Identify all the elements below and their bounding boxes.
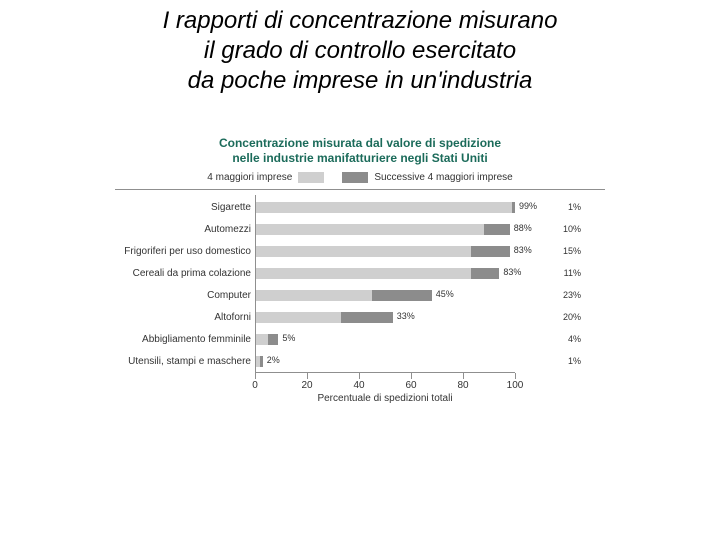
bar-series1 bbox=[255, 290, 372, 301]
bar-series1 bbox=[255, 246, 471, 257]
bar-series1 bbox=[255, 334, 268, 345]
x-tick bbox=[463, 373, 464, 379]
row-label: Cereali da prima colazione bbox=[115, 268, 255, 279]
x-tick-label: 20 bbox=[301, 380, 312, 391]
bar-series2 bbox=[372, 290, 432, 301]
x-tick bbox=[307, 373, 308, 379]
x-tick bbox=[255, 373, 256, 379]
row-label: Automezzi bbox=[115, 224, 255, 235]
bar-value-series1: 83% bbox=[503, 267, 521, 277]
legend-label-series1: 4 maggiori imprese bbox=[207, 172, 292, 183]
legend-label-series2: Successive 4 maggiori imprese bbox=[374, 172, 512, 183]
chart-plot: Sigarette99%1%Automezzi88%10%Frigoriferi… bbox=[115, 196, 605, 372]
row-label: Altoforni bbox=[115, 312, 255, 323]
bar-track: 33% bbox=[255, 312, 515, 323]
bar-value-series2: 11% bbox=[515, 268, 585, 278]
bar-value-series2: 4% bbox=[515, 334, 585, 344]
x-tick-label: 80 bbox=[457, 380, 468, 391]
chart-row: Cereali da prima colazione83%11% bbox=[115, 262, 605, 284]
bar-series1 bbox=[255, 202, 512, 213]
bar-track: 99% bbox=[255, 202, 515, 213]
x-tick-label: 60 bbox=[405, 380, 416, 391]
chart-row: Computer 45% 23% bbox=[115, 284, 605, 306]
bar-series2 bbox=[512, 202, 515, 213]
row-label: Utensili, stampi e maschere bbox=[115, 356, 255, 367]
bar-series1 bbox=[255, 312, 341, 323]
chart-row: Abbigliamento femminile 5% 4% bbox=[115, 328, 605, 350]
bar-value-series1: 45% bbox=[436, 289, 454, 299]
chart-row: Utensili, stampi e maschere 2% 1% bbox=[115, 350, 605, 372]
slide-title-line3: da poche imprese in un'industria bbox=[188, 67, 533, 94]
bar-value-series1: 83% bbox=[514, 245, 532, 255]
slide-title-line2: il grado di controllo esercitato bbox=[204, 37, 516, 64]
bar-value-series1: 2% bbox=[267, 355, 280, 365]
chart-row: Altoforni 33% 20% bbox=[115, 306, 605, 328]
slide-title: I rapporti di concentrazione misurano il… bbox=[0, 0, 720, 96]
bar-track: 88% bbox=[255, 224, 515, 235]
bar-track: 83% bbox=[255, 268, 515, 279]
concentration-chart: Concentrazione misurata dal valore di sp… bbox=[115, 136, 605, 403]
row-label: Frigoriferi per uso domestico bbox=[115, 246, 255, 257]
x-axis: Percentuale di spedizioni totali 0 20 40 60… bbox=[255, 372, 515, 403]
chart-title-line1: Concentrazione misurata dal valore di sp… bbox=[219, 136, 501, 150]
legend-item-series1: 4 maggiori imprese bbox=[207, 172, 324, 183]
bar-value-series1: 33% bbox=[397, 311, 415, 321]
bar-series2 bbox=[471, 246, 510, 257]
bar-value-series1: 88% bbox=[514, 223, 532, 233]
bar-track: 5% bbox=[255, 334, 515, 345]
legend-swatch-series2 bbox=[342, 172, 368, 183]
chart-title: Concentrazione misurata dal valore di sp… bbox=[115, 136, 605, 166]
x-axis-label: Percentuale di spedizioni totali bbox=[255, 393, 515, 404]
y-axis-line bbox=[255, 195, 256, 373]
x-tick bbox=[515, 373, 516, 379]
bar-value-series2: 20% bbox=[515, 312, 585, 322]
slide-title-line1: I rapporti di concentrazione misurano bbox=[163, 7, 558, 34]
x-tick bbox=[359, 373, 360, 379]
bar-value-series2: 1% bbox=[515, 356, 585, 366]
bar-value-series2: 23% bbox=[515, 290, 585, 300]
bar-value-series1: 99% bbox=[519, 201, 537, 211]
x-tick-label: 0 bbox=[252, 380, 258, 391]
bar-track: 83% bbox=[255, 246, 515, 257]
bar-value-series1: 5% bbox=[282, 333, 295, 343]
legend-item-series2: Successive 4 maggiori imprese bbox=[342, 172, 512, 183]
bar-track: 2% bbox=[255, 356, 515, 367]
chart-row: Automezzi88%10% bbox=[115, 218, 605, 240]
bar-series1 bbox=[255, 268, 471, 279]
bar-series2 bbox=[268, 334, 278, 345]
chart-row: Frigoriferi per uso domestico83%15% bbox=[115, 240, 605, 262]
x-tick-label: 40 bbox=[353, 380, 364, 391]
row-label: Sigarette bbox=[115, 202, 255, 213]
row-label: Computer bbox=[115, 290, 255, 301]
bar-series2 bbox=[260, 356, 263, 367]
bar-track: 45% bbox=[255, 290, 515, 301]
legend-swatch-series1 bbox=[298, 172, 324, 183]
legend-divider bbox=[115, 189, 605, 190]
chart-row: Sigarette99%1% bbox=[115, 196, 605, 218]
bar-series1 bbox=[255, 224, 484, 235]
x-tick bbox=[411, 373, 412, 379]
x-tick-label: 100 bbox=[507, 380, 524, 391]
chart-title-line2: nelle industrie manifatturiere negli Sta… bbox=[232, 151, 487, 165]
bar-series2 bbox=[484, 224, 510, 235]
chart-legend: 4 maggiori imprese Successive 4 maggiori… bbox=[115, 172, 605, 183]
bar-series2 bbox=[341, 312, 393, 323]
row-label: Abbigliamento femminile bbox=[115, 334, 255, 345]
bar-series2 bbox=[471, 268, 500, 279]
